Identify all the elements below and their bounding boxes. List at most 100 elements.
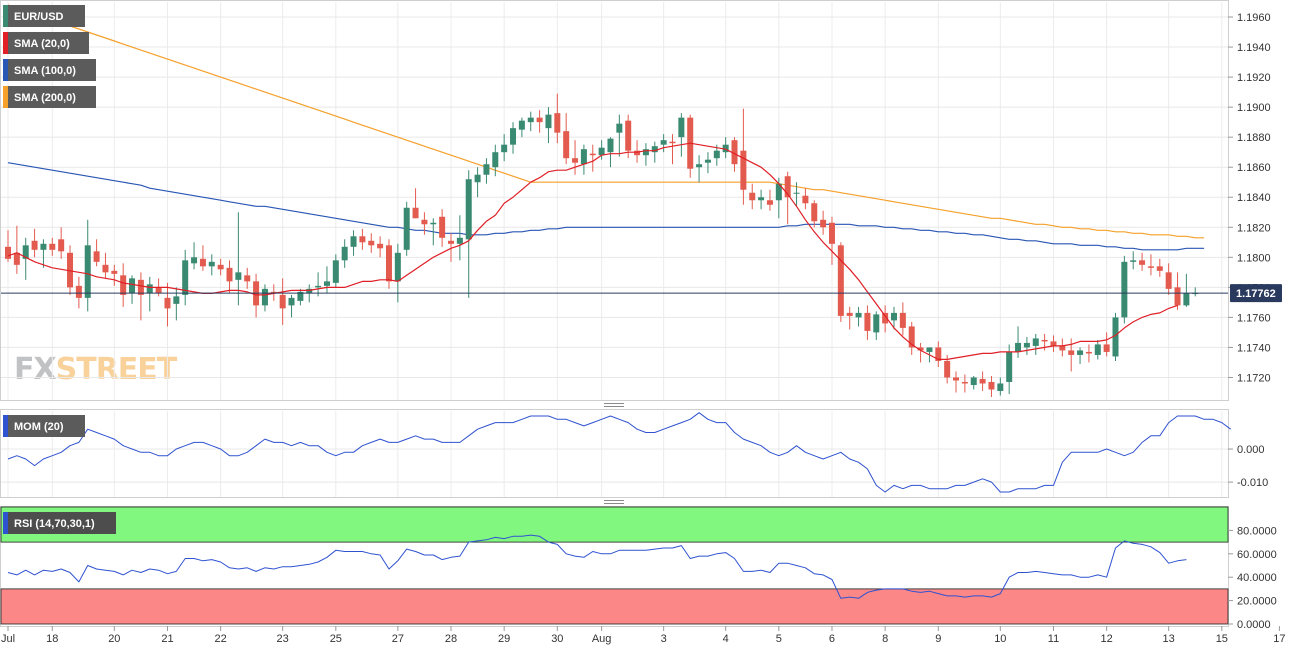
candle-body [164,297,171,309]
candle [377,236,384,258]
candle [1050,335,1057,352]
candle-body [31,240,38,250]
candle-body [1121,261,1128,318]
candle [84,219,91,312]
candle [93,239,100,267]
candle-body [279,294,286,309]
candle [589,144,596,172]
legend-rsi[interactable]: RSI (14,70,30,1) [3,512,116,534]
candle-body [758,197,765,201]
candle-body [979,378,986,384]
candle-body [129,278,136,294]
candle [758,189,765,210]
candle [766,189,773,211]
candle-body [536,117,543,123]
candle-body [1006,351,1013,382]
candle [793,182,800,207]
candle [811,200,818,228]
candle-body [740,150,747,190]
candle [359,228,366,250]
candle [323,266,330,294]
candle-body [545,114,552,129]
candle-body [501,144,508,153]
pane-resize-handle-1[interactable] [604,403,624,407]
price-tick-label: 1.1840 [1237,192,1271,204]
candle [510,122,517,154]
legend-sma200[interactable]: SMA (200,0) [3,86,96,108]
candle-body [350,236,357,247]
legend-sma100-label: SMA (100,0) [14,65,76,77]
legend-momentum[interactable]: MOM (20) [3,415,85,437]
candle [1147,254,1154,276]
legend-sma20[interactable]: SMA (20,0) [3,32,89,54]
candle [1139,252,1146,271]
candle-body [75,285,82,298]
candle [820,210,827,235]
candle [722,137,729,159]
candle-body [731,140,738,165]
brand-suffix: STREET [56,352,178,387]
candle-body [837,245,844,316]
time-tick-label: 3 [661,633,667,645]
candle-body [288,297,295,306]
sma-200-line [7,4,1205,239]
candle [696,155,703,183]
candle-body [13,252,20,265]
candle-body [882,312,889,324]
candle-body [421,219,428,225]
candle [873,311,880,340]
momentum-tick-label: -0.010 [1237,477,1268,489]
candle [563,113,570,165]
candle [1103,332,1110,357]
momentum-line [7,412,1231,493]
candle [784,171,791,225]
candle-body [323,281,330,286]
candle-body [1183,293,1190,306]
candle-body [704,159,711,163]
time-axis: Jul 18 20 21 22 23 25 27 28 29 30 Aug 3 4 5 6 8 9 10 11 12 13… [0,626,1286,645]
overbought-zone [0,506,1229,543]
candle [651,141,658,163]
legend-sma100[interactable]: SMA (100,0) [3,59,96,81]
candle-body [864,312,871,331]
sma-100-layer [7,162,1205,251]
candle [31,228,38,258]
candle [864,305,871,340]
candle-body [944,360,951,378]
candle-body [182,260,189,295]
legend-sma200-label: SMA (200,0) [14,92,76,104]
candle-body [465,179,472,240]
momentum-layer [7,412,1231,493]
legend-eurusd[interactable]: EUR/USD [3,5,85,27]
candle-body [917,347,924,351]
time-tick-label: Jul [1,633,15,645]
candle-body [58,239,65,252]
candle-body [642,149,649,156]
pane-resize-handle-2[interactable] [604,500,624,504]
candle-body [377,243,384,249]
candle [882,305,889,333]
candle [988,375,995,397]
candle-body [696,164,703,168]
candle [642,143,649,166]
candle [58,227,65,259]
candle-body [217,264,224,270]
candle [474,167,481,198]
candle-body [802,195,809,204]
candle [997,377,1004,396]
candle-body [634,150,641,156]
candle [22,237,29,280]
candle-body [102,264,109,273]
candle [545,107,552,144]
time-tick-label: 27 [392,633,404,645]
candle [146,276,153,312]
candle-body [1059,345,1066,351]
price-tick-label: 1.1800 [1237,252,1271,264]
candle-body [67,252,74,288]
candle [669,134,676,165]
time-tick-label: 17 [1273,633,1285,645]
candle [616,114,623,157]
time-tick-label: 28 [445,633,457,645]
candle-body [146,284,153,294]
